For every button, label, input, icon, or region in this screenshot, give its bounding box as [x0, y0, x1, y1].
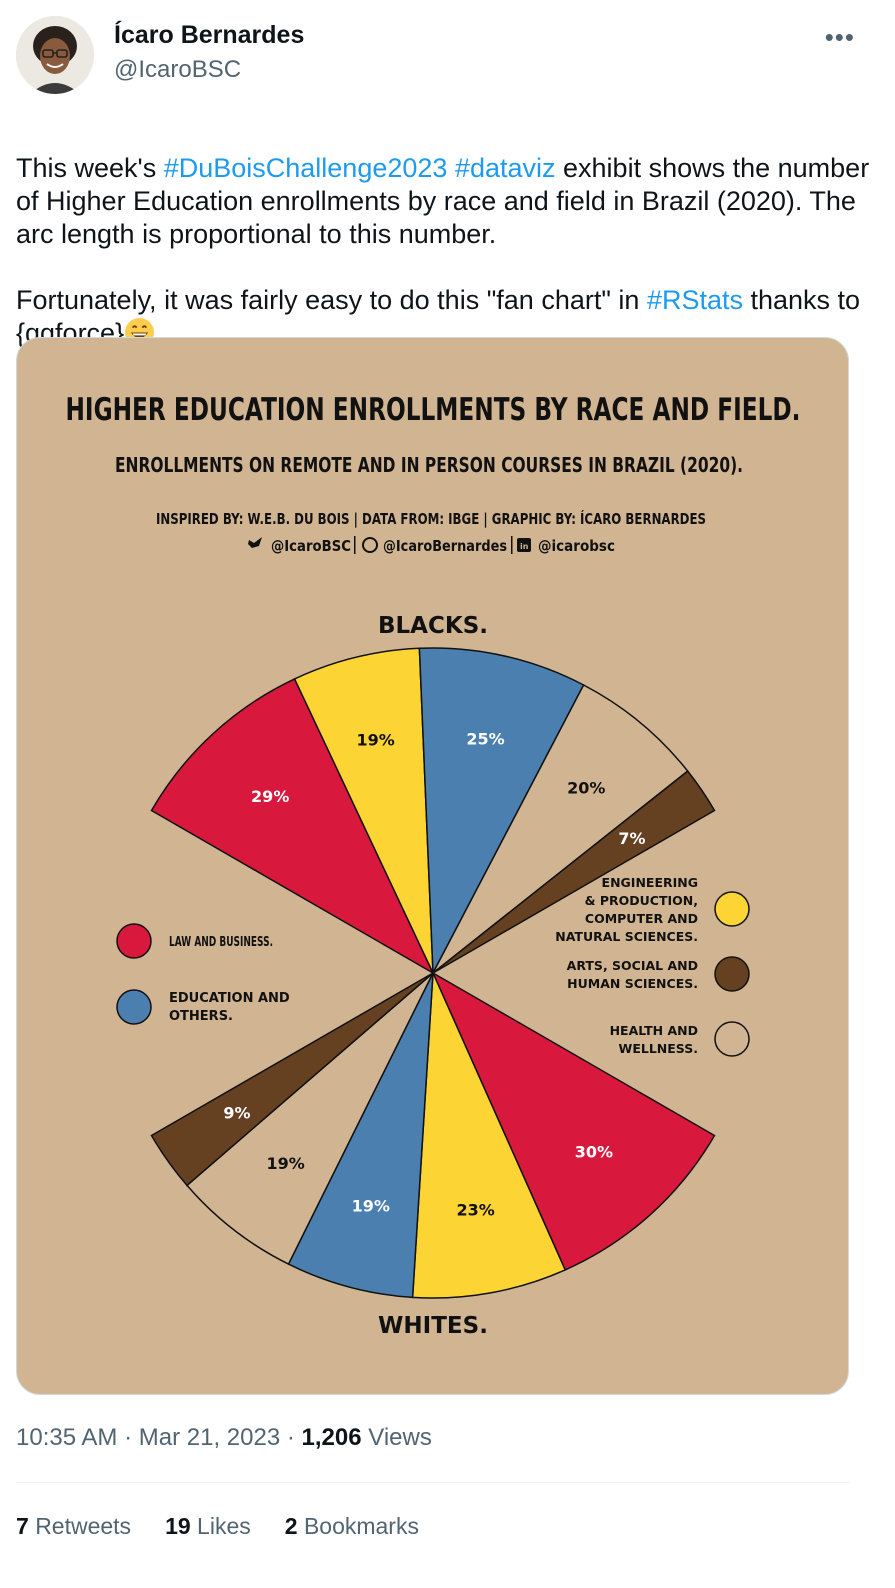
github-icon [362, 537, 378, 553]
legend-swatch-engineering [714, 891, 750, 927]
data-label-whites-2: 19% [352, 1196, 390, 1215]
legend-label-health-1: HEALTH AND [610, 1023, 698, 1038]
wedge-blacks-1 [293, 647, 434, 974]
chart-title: HIGHER EDUCATION ENROLLMENTS BY RACE AND… [66, 392, 801, 428]
group-label-whites: WHITES. [378, 1313, 488, 1339]
tweet-time[interactable]: 10:35 AM [16, 1424, 118, 1451]
legend-swatch-education [116, 989, 152, 1025]
tweet-text: This week's #DuBoisChallenge2023 #datavi… [16, 119, 876, 350]
fan-labels: 29% 19% 25% 20% 7% 30% 23% 19% 19% 9% [223, 729, 645, 1219]
chart-credits: INSPIRED BY: W.E.B. DU BOIS | DATA FROM:… [156, 509, 706, 529]
wedge-whites-2 [287, 972, 434, 1299]
likes-count: 19 [165, 1513, 191, 1539]
hashtag-link[interactable]: #DuBoisChallenge2023 [163, 153, 448, 183]
legend-label-education-2: OTHERS. [169, 1009, 233, 1024]
tweet-text-part: This week's [16, 153, 164, 183]
chart-subtitle: ENROLLMENTS ON REMOTE AND IN PERSON COUR… [115, 453, 743, 477]
tweet-text-part: exhibit shows the number of Higher Educa… [16, 153, 870, 315]
legend-label-eng-1: ENGINEERING [602, 875, 698, 890]
retweets-count: 7 [16, 1513, 29, 1539]
avatar[interactable] [16, 16, 94, 94]
data-label-whites-3: 19% [266, 1154, 304, 1173]
display-name[interactable]: Ícaro Bernardes [114, 21, 305, 49]
linkedin-glyph: in [520, 542, 529, 551]
data-label-blacks-3: 20% [567, 779, 605, 798]
legend-label-law: LAW AND BUSINESS. [169, 935, 273, 950]
views-count: 1,206 [301, 1424, 362, 1451]
wedge-whites-0 [431, 971, 716, 1271]
wedge-blacks-0 [150, 677, 435, 975]
hashtag-link[interactable]: #dataviz [454, 153, 556, 183]
legend-swatch-arts [714, 956, 750, 992]
tweet-media[interactable]: HIGHER EDUCATION ENROLLMENTS BY RACE AND… [16, 337, 849, 1395]
fan-wedges [150, 647, 716, 1299]
hashtag-link[interactable]: #RStats [646, 285, 743, 315]
avatar-image [16, 16, 94, 94]
meta-separator: · [286, 1424, 302, 1451]
meta-separator: · [124, 1424, 139, 1451]
data-label-blacks-4: 7% [618, 829, 645, 848]
wedge-blacks-2 [418, 647, 585, 976]
wedge-whites-3 [185, 972, 434, 1266]
wedge-whites-4 [150, 972, 434, 1187]
legend-label-eng-2: & PRODUCTION, [585, 893, 698, 908]
engagement-stats: 7 Retweets 19 Likes 2 Bookmarks [16, 1513, 419, 1540]
bookmarks-stat[interactable]: 2 Bookmarks [285, 1513, 419, 1540]
retweets-label: Retweets [35, 1513, 132, 1539]
bookmarks-count: 2 [284, 1513, 298, 1539]
linkedin-icon [517, 538, 531, 552]
data-label-blacks-1: 19% [356, 730, 394, 749]
data-label-whites-4: 9% [223, 1103, 250, 1122]
wedge-whites-1 [411, 972, 567, 1299]
group-label-blacks: BLACKS. [378, 613, 488, 639]
handle[interactable]: @IcaroBSC [114, 56, 242, 83]
tweet-text-part [447, 153, 455, 183]
likes-label: Likes [197, 1513, 251, 1539]
social-linkedin: @icarobsc [538, 537, 615, 555]
data-label-whites-1: 23% [456, 1201, 494, 1220]
data-label-whites-0: 30% [575, 1143, 613, 1162]
divider [16, 1482, 850, 1483]
views-label: Views [368, 1424, 432, 1451]
legend-swatch-law [116, 923, 152, 959]
likes-stat[interactable]: 19 Likes [165, 1513, 251, 1540]
legend-left: LAW AND BUSINESS. EDUCATION AND OTHERS. [116, 923, 290, 1025]
retweets-stat[interactable]: 7 Retweets [16, 1513, 131, 1540]
social-row: @IcaroBSC @IcaroBernardes in @icarobsc [248, 536, 615, 555]
data-label-blacks-0: 29% [251, 787, 289, 806]
bookmarks-label: Bookmarks [303, 1513, 419, 1539]
social-github: @IcaroBernardes [383, 537, 507, 555]
legend-label-eng-3: COMPUTER AND [585, 911, 698, 926]
social-twitter: @IcaroBSC [271, 537, 351, 555]
tweet-meta: 10:35 AM · Mar 21, 2023 · 1,206 Views [16, 1424, 432, 1452]
tweet-date[interactable]: Mar 21, 2023 [138, 1424, 281, 1451]
legend-right: ENGINEERING & PRODUCTION, COMPUTER AND N… [555, 875, 750, 1057]
legend-label-education-1: EDUCATION AND [169, 991, 290, 1006]
legend-label-arts-2: HUMAN SCIENCES. [567, 976, 698, 991]
data-label-blacks-2: 25% [466, 729, 504, 748]
wedge-blacks-3 [432, 683, 689, 974]
legend-label-arts-1: ARTS, SOCIAL AND [567, 958, 698, 973]
fan-chart: HIGHER EDUCATION ENROLLMENTS BY RACE AND… [66, 392, 801, 1339]
legend-swatch-health [714, 1021, 750, 1057]
legend-label-eng-4: NATURAL SCIENCES. [555, 929, 698, 944]
twitter-icon [248, 537, 262, 548]
more-options-icon[interactable]: ••• [824, 22, 855, 52]
legend-label-health-2: WELLNESS. [619, 1041, 698, 1056]
wedge-blacks-4 [432, 770, 716, 974]
